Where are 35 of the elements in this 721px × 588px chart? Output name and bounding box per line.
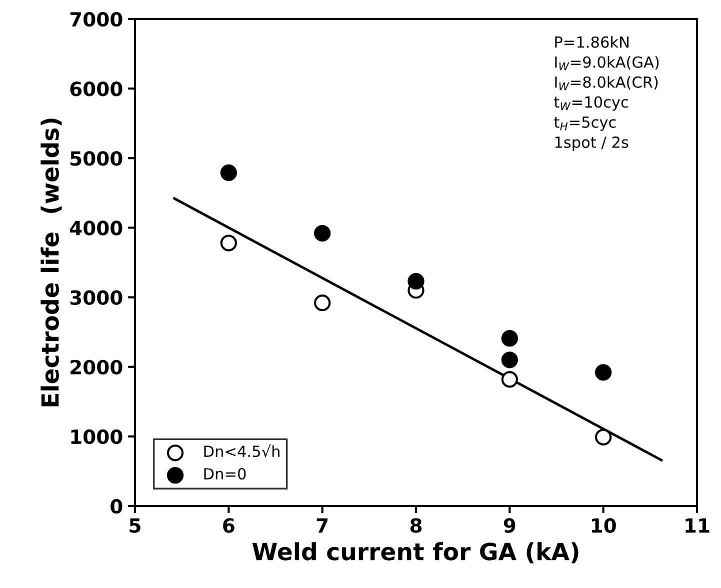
x-tick-label: 11	[686, 518, 710, 533]
point	[595, 428, 612, 446]
annotation: t$_{H}$=5cyc	[554, 116, 616, 131]
annotation: 1spot / 2s	[555, 136, 628, 151]
point	[501, 352, 518, 368]
point	[408, 272, 424, 290]
x-tick-label: 6	[223, 518, 234, 533]
point	[314, 224, 331, 242]
x-axis-title: Weld current for GA (kA)	[252, 542, 578, 564]
y-tick-label: 4000	[70, 220, 122, 236]
y-tick-label: 0	[110, 498, 122, 514]
x-tick-label: 5	[130, 518, 140, 533]
x-tick-label: 7	[316, 518, 328, 533]
x-tick-label: 8	[410, 518, 422, 533]
y-tick-label: 7000	[70, 12, 122, 27]
annotation: I$_{W}$=9.0kA(GA)	[555, 56, 659, 70]
y-tick-label: 6000	[70, 82, 122, 96]
point	[501, 371, 518, 388]
point	[501, 330, 518, 347]
legend-label: Dn=0	[204, 468, 246, 480]
x-tick-label: 9	[504, 518, 516, 533]
point	[220, 164, 237, 182]
annotation: P=1.86kN	[555, 36, 628, 48]
point	[595, 364, 612, 381]
y-tick-label: 2000	[70, 360, 122, 375]
point	[220, 234, 237, 252]
y-tick-label: 3000	[70, 290, 122, 305]
annotation: t$_{W}$=10cyc	[554, 96, 628, 111]
x-tick-label: 10	[592, 518, 616, 533]
point	[314, 294, 331, 312]
y-tick-label: 5000	[70, 151, 122, 166]
y-axis-title: Electrode life (welds)	[40, 118, 62, 406]
legend-label: Dn<4.5√h	[204, 444, 280, 458]
annotation: I$_{W}$=8.0kA(CR)	[555, 76, 658, 90]
y-tick-label: 1000	[71, 429, 122, 444]
